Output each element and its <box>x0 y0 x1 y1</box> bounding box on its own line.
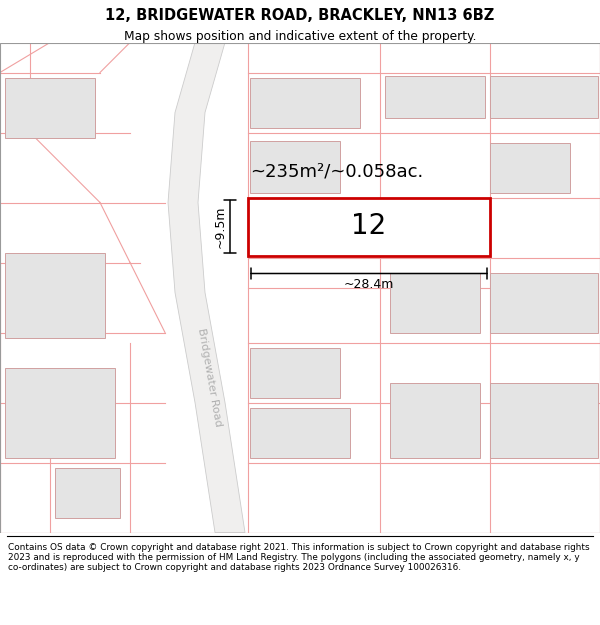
Bar <box>5 368 115 458</box>
Bar <box>248 198 490 256</box>
Text: Bridgewater Road: Bridgewater Road <box>196 328 224 428</box>
Bar <box>250 348 340 398</box>
Text: ~9.5m: ~9.5m <box>214 205 227 248</box>
Bar <box>250 78 360 128</box>
Bar <box>55 468 120 518</box>
Bar <box>250 408 350 458</box>
Bar <box>250 141 340 192</box>
Bar <box>385 76 485 118</box>
Polygon shape <box>168 42 245 532</box>
Bar <box>390 272 480 332</box>
Bar <box>490 272 598 332</box>
Text: 12, BRIDGEWATER ROAD, BRACKLEY, NN13 6BZ: 12, BRIDGEWATER ROAD, BRACKLEY, NN13 6BZ <box>106 8 494 22</box>
Bar <box>390 382 480 458</box>
Bar <box>490 382 598 458</box>
Bar <box>5 253 105 338</box>
Bar <box>490 76 598 118</box>
Text: Map shows position and indicative extent of the property.: Map shows position and indicative extent… <box>124 30 476 42</box>
Bar <box>490 142 570 192</box>
Text: Contains OS data © Crown copyright and database right 2021. This information is : Contains OS data © Crown copyright and d… <box>8 542 589 572</box>
Text: 12: 12 <box>352 213 386 241</box>
Bar <box>5 78 95 138</box>
Text: ~235m²/~0.058ac.: ~235m²/~0.058ac. <box>250 162 423 181</box>
Text: ~28.4m: ~28.4m <box>344 278 394 291</box>
